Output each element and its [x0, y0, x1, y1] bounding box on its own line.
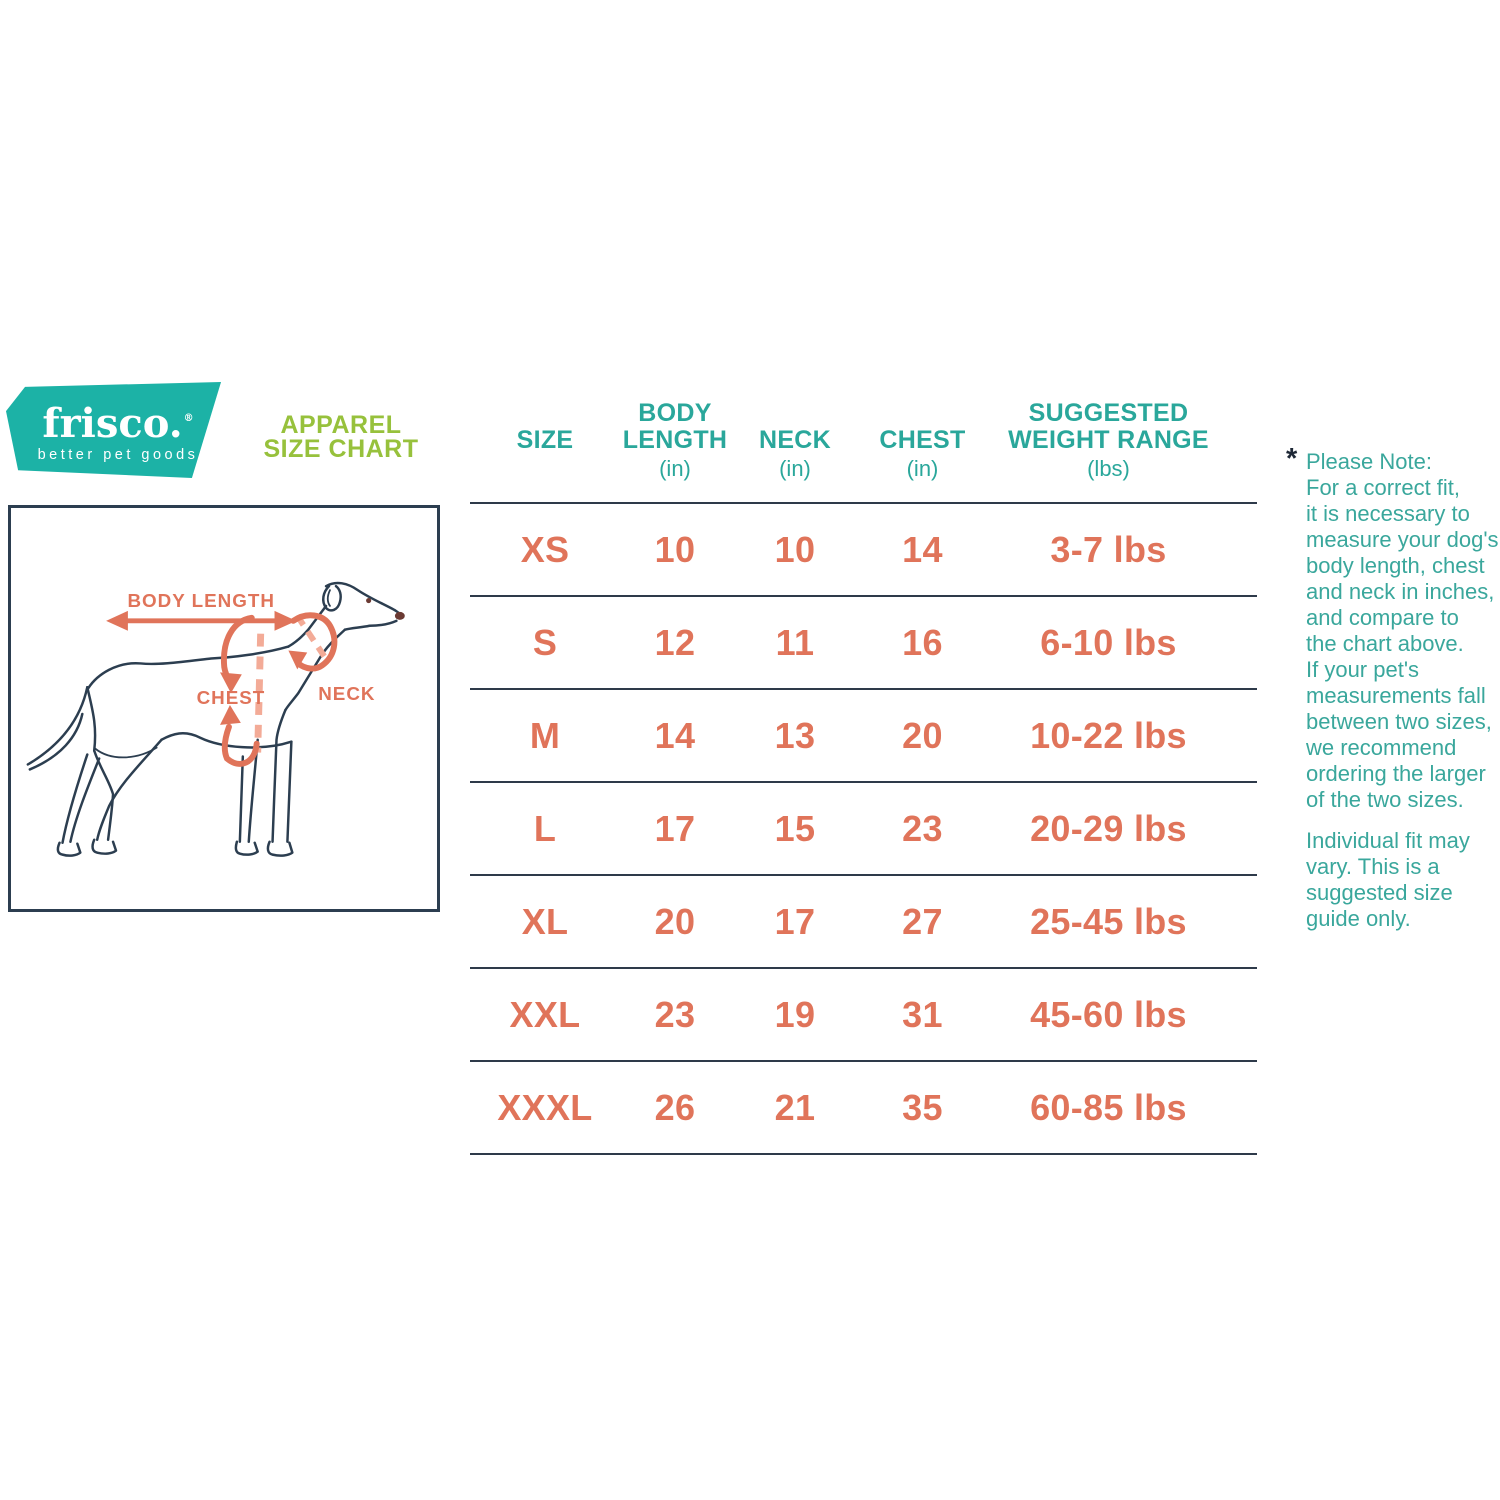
- dog-belly: [160, 732, 293, 749]
- dog-neck-top: [287, 604, 328, 648]
- header-body-length: BODY LENGTH (in): [622, 399, 728, 482]
- dog-cheek: [343, 624, 371, 631]
- header-size: SIZE: [516, 426, 574, 454]
- size-table-body: XS 10 10 14 3-7 lbs S 12 11 16 6-10 lbs …: [470, 502, 1257, 1155]
- page-title-line2: SIZE CHART: [263, 435, 419, 463]
- table-row-xxxl: XXXL 26 21 35 60-85 lbs: [470, 1060, 1257, 1153]
- table-row-m: M 14 13 20 10-22 lbs: [470, 688, 1257, 781]
- note-heading: Please Note:: [1306, 449, 1432, 474]
- header-weight-range: SUGGESTED WEIGHT RANGE (lbs): [1008, 399, 1209, 482]
- measurement-diagram-box: BODY LENGTH CHEST NECK: [8, 505, 440, 912]
- dog-thigh-line: [94, 746, 158, 759]
- dog-throat-chest: [284, 628, 347, 712]
- table-row-xxl: XXL 23 19 31 45-60 lbs: [470, 967, 1257, 1060]
- table-row-s: S 12 11 16 6-10 lbs: [470, 595, 1257, 688]
- page-title: APPAREL SIZE CHART: [256, 411, 426, 463]
- header-chest: CHEST (in): [879, 426, 966, 482]
- neck-label: NECK: [318, 683, 375, 704]
- frisco-logo: frisco.® better pet goods: [6, 382, 222, 479]
- asterisk: *: [1286, 443, 1298, 475]
- dog-nose: [394, 611, 405, 620]
- body-length-label: BODY LENGTH: [127, 590, 274, 611]
- dog-illustration: BODY LENGTH CHEST NECK: [26, 581, 405, 857]
- dog-ear: [322, 584, 342, 612]
- table-row-l: L 17 15 23 20-29 lbs: [470, 781, 1257, 874]
- please-note: * Please Note: For a correct fit, it is …: [1286, 445, 1499, 932]
- body-length-arrow: [106, 610, 297, 631]
- chest-label: CHEST: [197, 687, 266, 708]
- size-table: SIZE BODY LENGTH (in) NECK (in) CHEST (i…: [470, 400, 1257, 1155]
- dog-rear: [86, 685, 97, 752]
- table-row-xl: XL 20 17 27 25-45 lbs: [470, 874, 1257, 967]
- logo-brand-text: frisco.®: [42, 399, 194, 447]
- registered-mark: ®: [183, 412, 194, 424]
- header-neck: NECK (in): [758, 426, 832, 482]
- chest-ellipse: [220, 614, 265, 767]
- table-row-xs: XS 10 10 14 3-7 lbs: [470, 502, 1257, 595]
- dog-eye: [366, 597, 372, 604]
- dog-tail-top: [26, 685, 89, 766]
- size-table-header: SIZE BODY LENGTH (in) NECK (in) CHEST (i…: [470, 400, 1257, 502]
- dog-mouth: [368, 619, 398, 628]
- neck-ellipse: [288, 612, 338, 672]
- dog-back: [87, 645, 290, 690]
- logo-tagline: better pet goods: [37, 446, 199, 463]
- dog-ear-inner: [326, 589, 331, 607]
- page-title-line1: APPAREL: [280, 411, 402, 439]
- note-body: For a correct fit, it is necessary to me…: [1306, 475, 1499, 812]
- note-footer: Individual fit may vary. This is a sugge…: [1306, 828, 1470, 931]
- dog-tail-bottom: [28, 712, 84, 771]
